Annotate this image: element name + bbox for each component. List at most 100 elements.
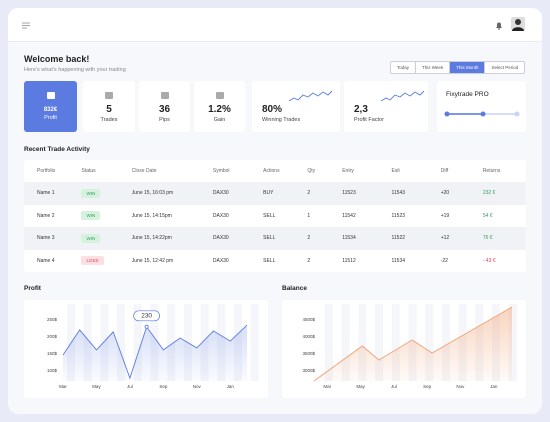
plan-title: Fixytrade PRO [446,91,489,98]
cell: 76 € [482,227,526,250]
balance-title: Balance [282,285,307,292]
welcome-title: Welcome back! [24,54,90,64]
grid-stripe [167,304,176,381]
cell: WIN [81,205,131,228]
column-header: Qty [307,168,316,174]
grid-stripe [441,304,450,381]
period-button[interactable]: Select Period [491,65,519,70]
cell: +20 [440,182,483,205]
status-pill: WIN [81,211,101,221]
cell: 54 € [482,212,493,219]
column-header: Exit [391,168,400,174]
period-selector: Today This Week This Month Select Period [390,61,526,74]
welcome-subtitle: Here's what's happening with your tradin… [24,67,126,73]
x-tick-label: Nov [456,384,465,389]
column-header: Diff [440,168,449,174]
cell: WIN [81,182,132,205]
column-header: Close Date [131,168,157,174]
cell: June 15, 12:42 pm [131,257,174,264]
stat-value: 1.2% [208,104,231,115]
cell: 11534 [342,227,392,250]
table: Portfolio Status Close Date Symbol Actions Qt… [24,160,526,272]
stat-value: 5 [106,104,112,115]
x-tick-label: Sep [423,384,432,389]
y-tick-label: 100$ [47,368,58,373]
cell: June 15, 16:03 pm [131,182,213,205]
table-row: Name 3 WIN June 15, 14:22pm DAX30 SELL 2 11534… [24,227,526,250]
cell: 2 [307,182,343,205]
cell: DAX30 [212,227,264,250]
x-tick-label: Mar [323,384,331,389]
table-row: Name 4 LOSS June 15, 12:42 pm DAX30 SELL 2 115… [24,250,526,273]
status-pill: WIN [81,188,101,198]
table-title: Recent Trade Activity [24,146,90,153]
y-tick-label: 150$ [47,351,58,356]
peak-point [144,324,149,329]
cell: 11523 [391,212,406,219]
cell: June 15, 14:22pm [131,227,213,250]
plan-slider[interactable] [443,109,521,119]
cell: 11522 [391,227,441,250]
cell: 2 [307,227,343,250]
bell-icon[interactable] [495,21,503,30]
stat-label: Profit [44,115,57,121]
profit-title: Profit [24,285,41,292]
cell: +19 [440,212,450,219]
menu-icon[interactable] [22,22,31,29]
y-tick-label: 3500$ [302,351,315,356]
period-button[interactable]: This Week [416,62,451,73]
grid-stripe [250,304,259,381]
stat-card: 2,3 Profit Factor [344,81,428,132]
cell: Name 1 [24,182,82,205]
y-tick-label: 3000$ [302,368,315,373]
stat-card: 1.2% Gain [194,81,245,132]
x-tick-label: Jan [227,384,235,389]
column-header: Entry [342,168,354,174]
cell: Name 2 [37,212,55,219]
column-header: Returns [482,168,501,174]
cell: 11534 [391,257,406,264]
period-button[interactable]: This Month [450,62,486,73]
cell: 2 [307,257,311,264]
area [63,325,247,381]
x-tick-label: May [356,384,365,389]
line [62,324,248,380]
top-bar [8,8,542,42]
cell: +12 [440,227,483,250]
cell: June 15, 14:15pm [131,212,172,219]
cell: -22 [440,257,448,264]
stat-icon [215,92,224,99]
cell: BUY [263,182,308,205]
period-button[interactable]: Today [391,62,417,73]
grid-stripe [358,304,367,381]
cell: SELL [263,257,276,264]
area [314,307,512,381]
grid-stripe [391,304,400,381]
avatar[interactable] [511,17,525,31]
x-tick-label: May [92,384,101,389]
sparkline [288,90,333,102]
charts: 250$ 200$ 150$ 100$ Mar May Jul Sep Nov Jan 230 450… [47,304,517,389]
x-tick-label: Jan [490,384,498,389]
stat-label: Gain [213,117,226,123]
cell: 11523 [342,182,392,205]
stat-card: 5 Trades [83,81,135,132]
cell: 11543 [391,182,441,205]
sparkline [380,90,425,102]
cell: DAX30 [212,182,264,205]
stat-icon [46,92,55,99]
stat-label: Pips [159,117,170,123]
stat-label: Profit Factor [354,117,384,123]
stat-value: 2,3 [354,104,368,115]
column-header: Portfolio [37,168,56,174]
column-header: Status [81,168,96,174]
cell: 232 € [482,182,526,205]
stat-label: Trades [100,117,118,123]
cell: DAX30 [212,212,229,219]
stat-value: 80% [262,104,283,115]
stat-icon [160,92,169,99]
stat-card: 36 Pips [139,81,190,132]
cell: Name 4 [37,257,55,264]
cell: Name 3 [24,227,82,250]
cell: SELL [263,212,276,219]
